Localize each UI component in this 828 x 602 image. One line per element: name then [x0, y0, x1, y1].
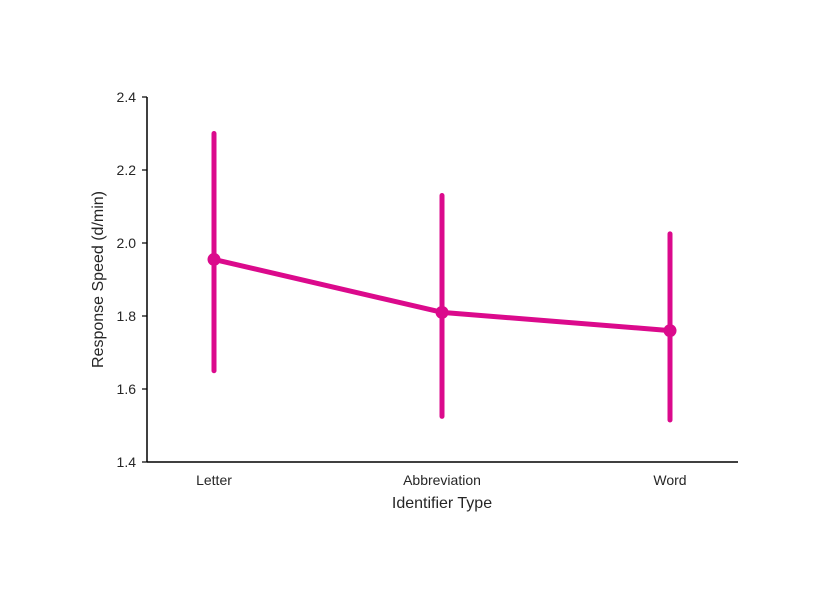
y-axis-label: Response Speed (d/min) [90, 191, 107, 368]
y-tick-label: 1.6 [117, 381, 137, 397]
x-tick-label: Letter [196, 472, 232, 488]
data-point [435, 305, 449, 319]
data-point [663, 324, 677, 338]
marks-layer [207, 131, 677, 423]
y-tick-label: 2.2 [117, 162, 137, 178]
y-tick-label: 1.8 [117, 308, 137, 324]
y-tick-labels: 1.4 1.6 1.8 2.0 2.2 2.4 [117, 89, 147, 470]
x-tick-label: Abbreviation [403, 472, 481, 488]
data-point [207, 252, 221, 266]
x-tick-label: Word [653, 472, 686, 488]
y-tick-label: 2.0 [117, 235, 137, 251]
x-axis-label: Identifier Type [392, 495, 492, 512]
x-tick-labels: Letter Abbreviation Word [196, 472, 687, 488]
y-tick-label: 1.4 [117, 454, 137, 470]
y-tick-label: 2.4 [117, 89, 137, 105]
